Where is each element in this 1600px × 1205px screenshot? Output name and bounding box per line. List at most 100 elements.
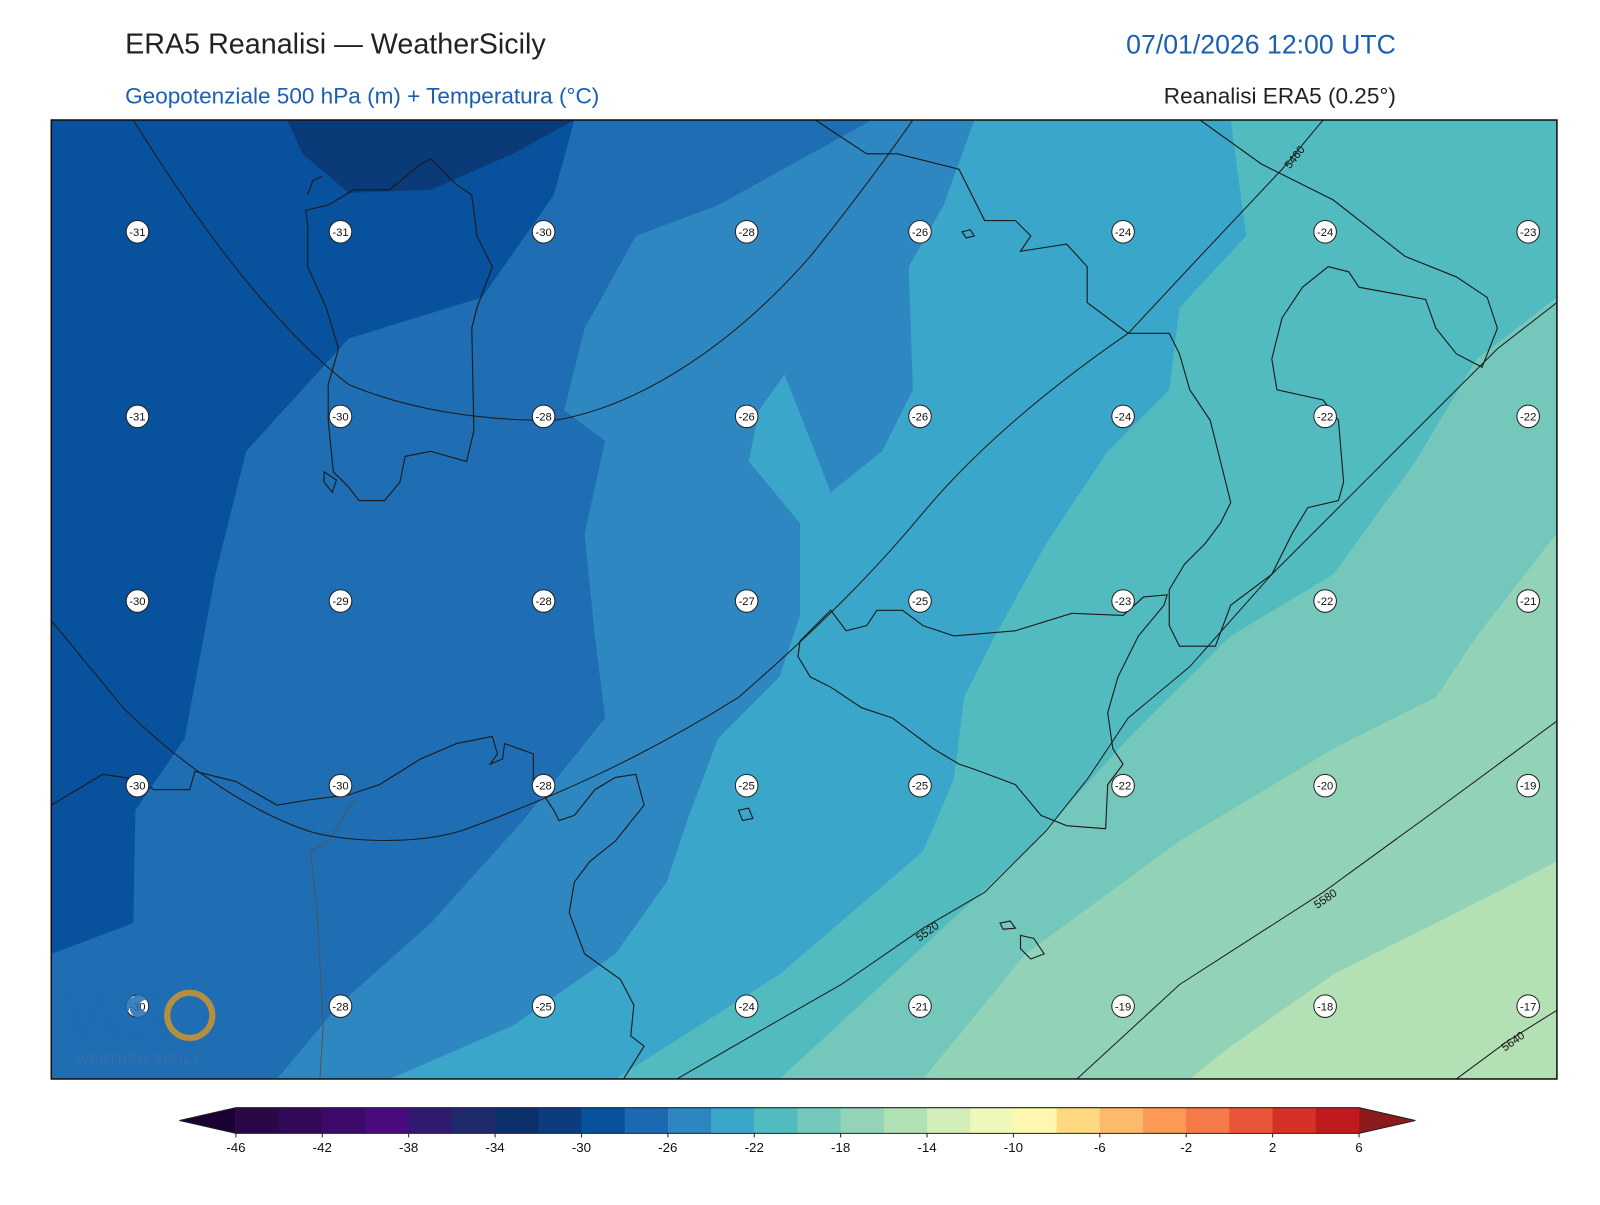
station-temp: -17 — [1520, 1001, 1536, 1013]
colorbar-tick-label: -46 — [226, 1140, 245, 1155]
colorbar-segment — [1272, 1107, 1317, 1134]
station-marker — [908, 219, 932, 244]
station-temp: -26 — [912, 227, 928, 239]
overlay: -31 -31 -30 -28 -26 -24 -24 -23 -31 -30 -28 -26 -26 -… — [125, 144, 1540, 1054]
isohypse — [676, 302, 1557, 1079]
station-marker — [734, 994, 759, 1018]
station-temp: -31 — [129, 227, 145, 239]
station-marker — [1313, 219, 1337, 244]
colorbar-segment — [1056, 1107, 1101, 1134]
station-temp: -21 — [1520, 596, 1536, 608]
station-marker — [1516, 404, 1540, 429]
map: -31 -31 -30 -28 -26 -24 -24 -23 -31 -30 -28 -26 -26 -… — [51, 119, 1557, 1079]
station-temp: -28 — [535, 596, 551, 608]
colorbar-segment — [581, 1107, 626, 1134]
colorbar-segment — [322, 1107, 366, 1134]
colorbar-tick-label: -42 — [313, 1140, 332, 1155]
station-temp: -21 — [912, 1001, 928, 1013]
station-marker — [1313, 589, 1337, 613]
station-marker — [125, 589, 150, 613]
colorbar-tick-label: -6 — [1094, 1140, 1106, 1155]
border — [310, 799, 355, 1079]
colorbar-segment — [538, 1107, 582, 1134]
station-marker — [1516, 219, 1540, 244]
station-marker — [1313, 994, 1337, 1018]
station-marker — [908, 404, 932, 429]
colorbar-segment — [1315, 1107, 1360, 1134]
station-temp: -30 — [535, 227, 551, 239]
station-temp: -28 — [535, 412, 551, 424]
colorbar-segment — [279, 1107, 323, 1134]
colorbar-tick-label: -22 — [745, 1140, 764, 1155]
colorbar-segment — [970, 1107, 1014, 1134]
subtitle: Geopotenziale 500 hPa (m) + Temperatura … — [125, 84, 599, 109]
station-marker — [531, 219, 556, 244]
station-temp: -25 — [912, 781, 928, 793]
colorbar-tick-label: 2 — [1269, 1140, 1276, 1155]
colorbar-segment — [1186, 1107, 1230, 1134]
title: ERA5 Reanalisi — WeatherSicily — [125, 28, 546, 60]
station-temp: -19 — [1115, 1001, 1131, 1013]
station-marker — [125, 773, 150, 798]
station-marker — [1111, 219, 1135, 244]
station-temp: -28 — [332, 1001, 348, 1013]
station-marker — [734, 219, 759, 244]
station-marker — [125, 994, 150, 1018]
logo-mark: WS — [64, 977, 172, 1060]
station-temp: -23 — [1115, 596, 1131, 608]
station-temp: -30 — [332, 412, 348, 424]
colorbar-segment — [1013, 1107, 1058, 1134]
colorbar: -46 -42 -38 -34 -30 -26 -22 -18 -14 -10 -6 -2 2 6 — [179, 1107, 1416, 1155]
station-temp: -22 — [1317, 596, 1333, 608]
station-temp: -26 — [912, 412, 928, 424]
station-temp: -30 — [332, 781, 348, 793]
station-marker — [908, 994, 932, 1018]
colorbar-segment — [667, 1107, 712, 1134]
station-marker — [1313, 773, 1337, 798]
station-temp: -30 — [129, 596, 145, 608]
station-marker — [125, 219, 150, 244]
coastline — [305, 158, 493, 502]
station-temp: -30 — [129, 781, 145, 793]
colorbar-over — [1358, 1107, 1416, 1134]
colorbar-segment — [754, 1107, 798, 1134]
station-temp: -24 — [1115, 412, 1131, 424]
station-marker — [531, 589, 556, 613]
station-temp: -24 — [1317, 227, 1333, 239]
colorbar-segment — [883, 1107, 928, 1134]
station-marker — [734, 404, 759, 429]
station-marker — [908, 589, 932, 613]
isohypse — [51, 119, 1324, 841]
station-temp: -27 — [739, 596, 755, 608]
colorbar-segment — [365, 1107, 410, 1134]
station-marker — [328, 773, 353, 798]
station-marker — [734, 589, 759, 613]
colorbar-under — [179, 1107, 236, 1134]
colorbar-tick-label: -2 — [1180, 1140, 1192, 1155]
colorbar-segment — [408, 1107, 453, 1134]
station-temp: -28 — [535, 781, 551, 793]
colorbar-tick-label: -26 — [658, 1140, 677, 1155]
station-marker — [328, 404, 353, 429]
field — [1189, 861, 1557, 1079]
station-temp: -24 — [739, 1001, 755, 1013]
station-marker — [908, 773, 932, 798]
station-marker — [1516, 589, 1540, 613]
station-temp: -19 — [1520, 781, 1536, 793]
station-marker — [531, 773, 556, 798]
station-marker — [1111, 773, 1135, 798]
colorbar-segment — [927, 1107, 971, 1134]
colorbar-segment — [235, 1107, 280, 1134]
station-temp: -26 — [739, 412, 755, 424]
colorbar-tick-label: -38 — [399, 1140, 418, 1155]
field — [287, 120, 575, 193]
colorbar-segment — [1229, 1107, 1274, 1134]
logo: WS WEATHER SICILY — [64, 977, 216, 1067]
colorbar-segment — [1099, 1107, 1144, 1134]
map-frame — [50, 119, 1558, 1080]
coastline — [797, 594, 1168, 830]
station-marker — [328, 994, 353, 1018]
station-temp: -30 — [129, 1001, 145, 1013]
station-marker — [125, 404, 150, 429]
colorbar-tick-label: 6 — [1355, 1140, 1362, 1155]
